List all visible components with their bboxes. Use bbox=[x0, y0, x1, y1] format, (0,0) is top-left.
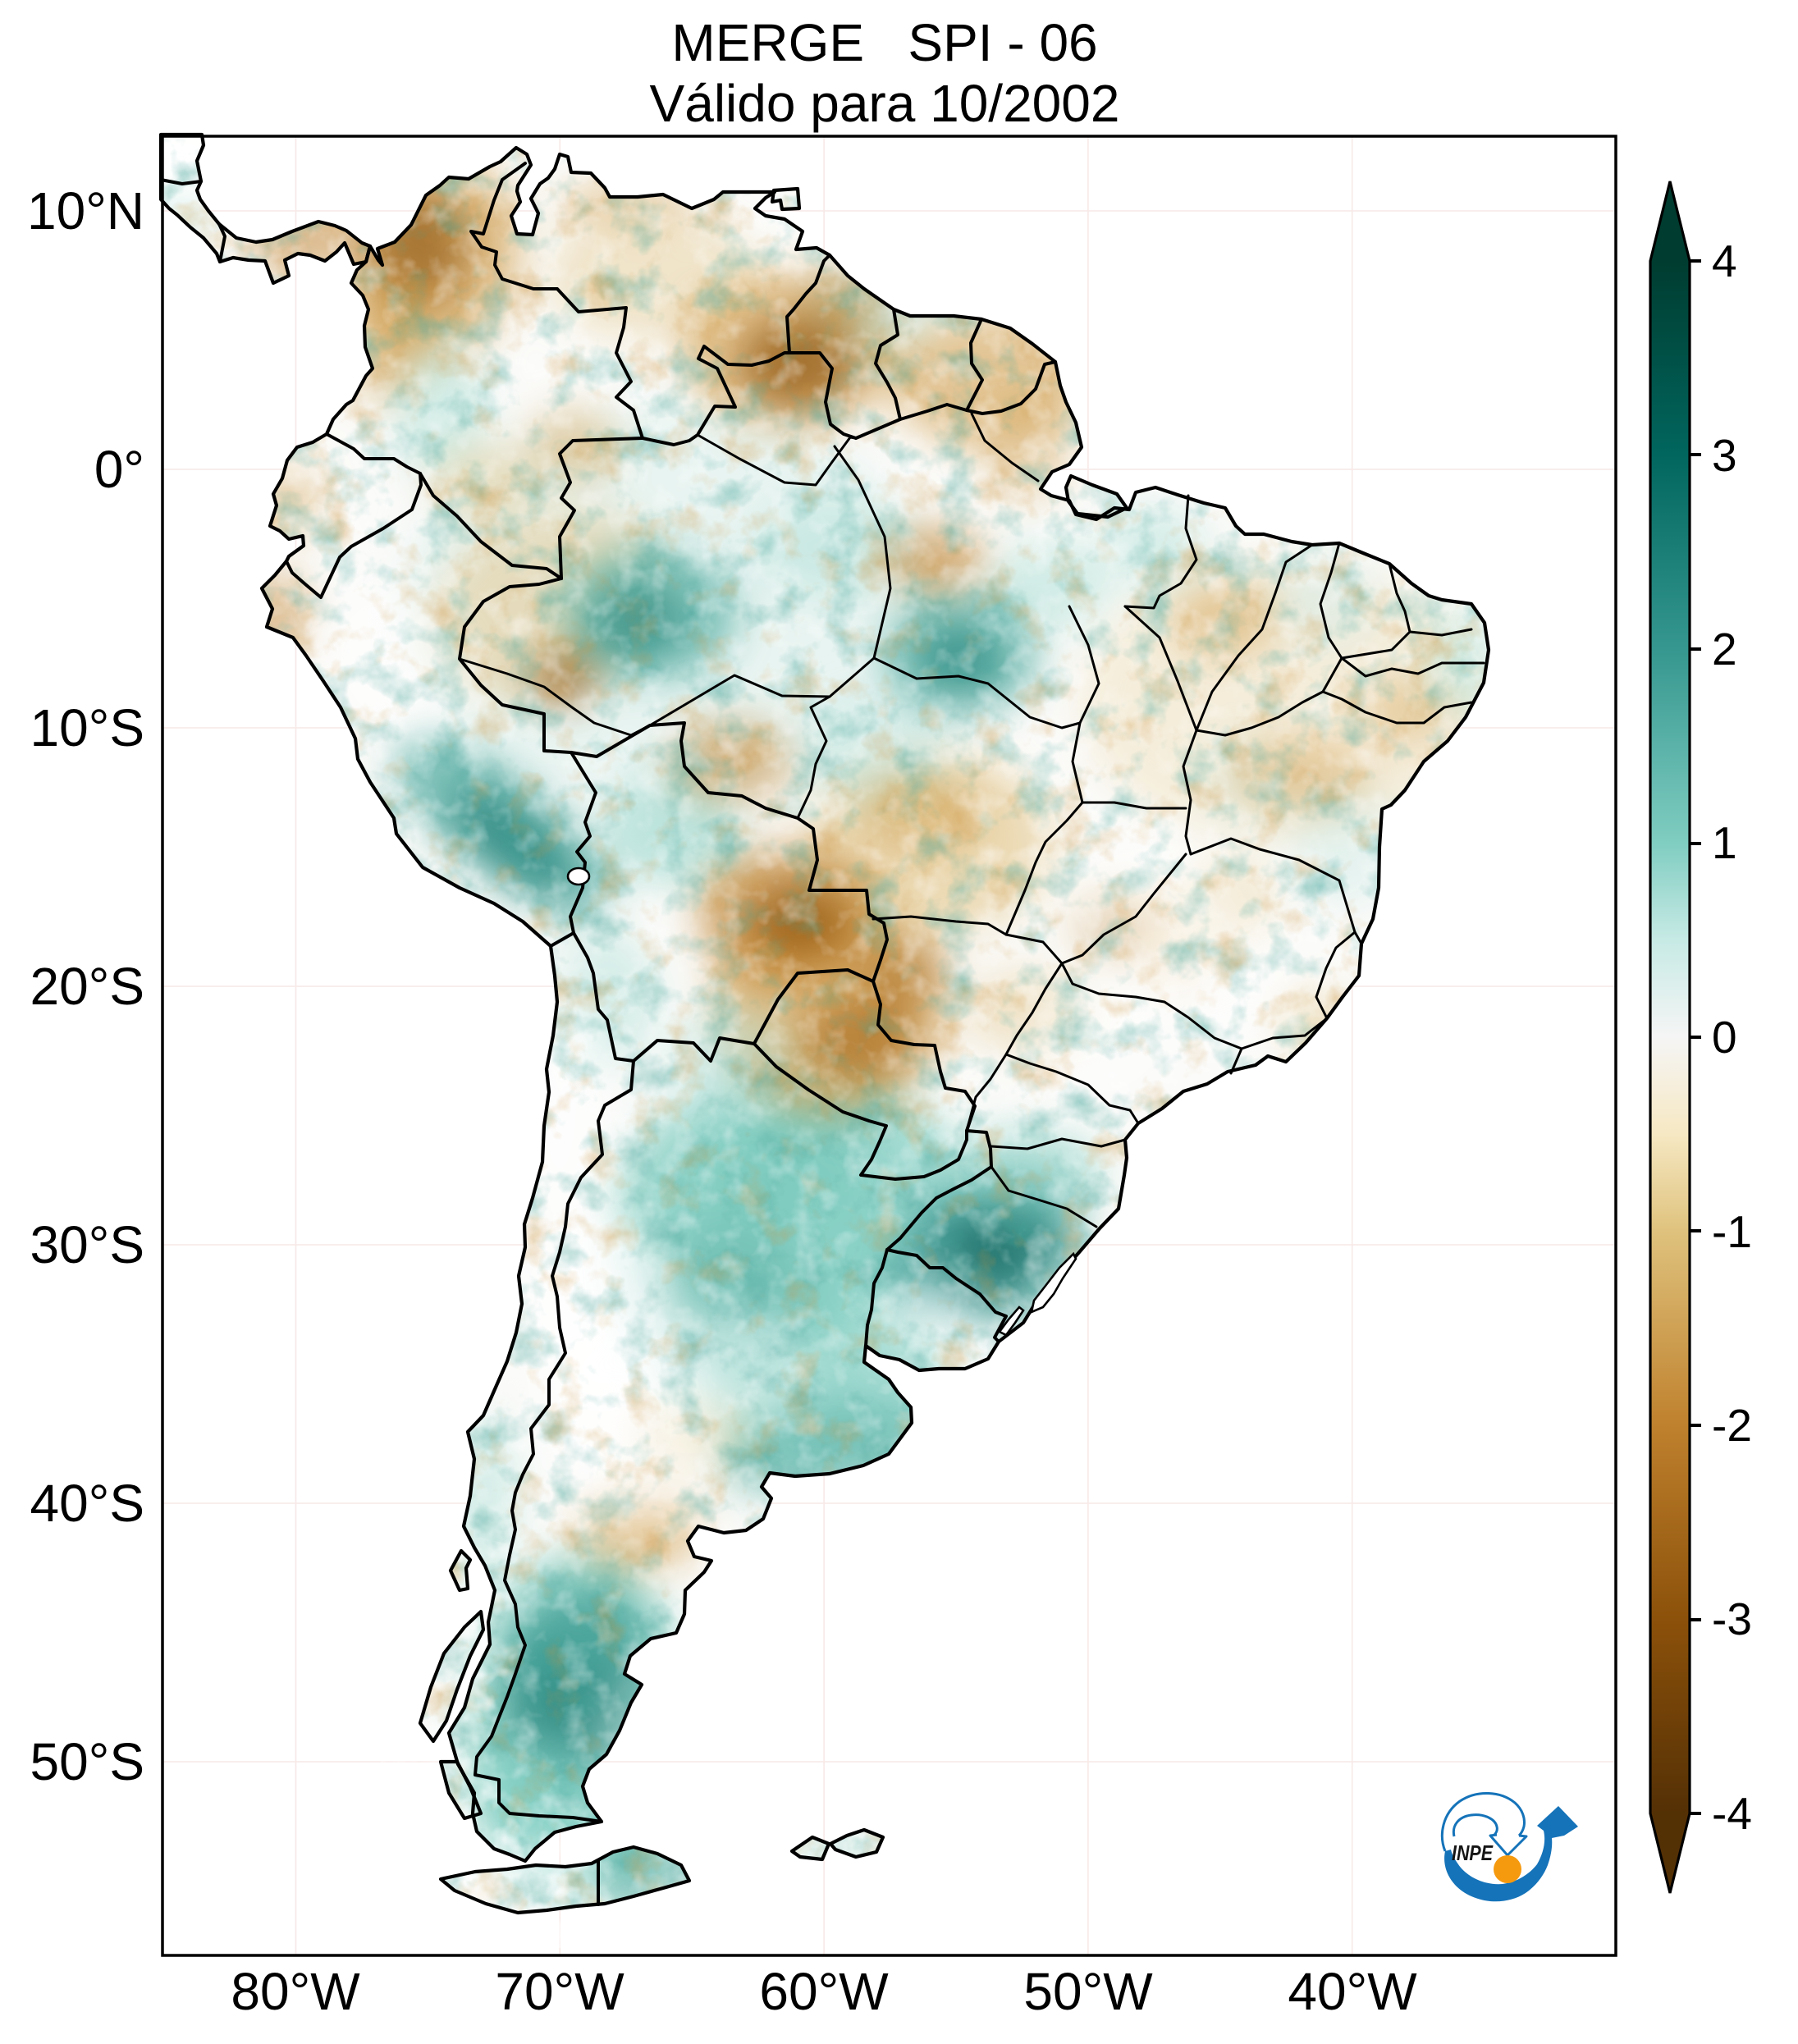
svg-text:1: 1 bbox=[1712, 817, 1737, 868]
svg-text:Válido para 10/2002: Válido para 10/2002 bbox=[650, 74, 1120, 133]
svg-text:10°S: 10°S bbox=[30, 698, 144, 757]
svg-text:INPE: INPE bbox=[1452, 1841, 1494, 1865]
svg-text:-1: -1 bbox=[1712, 1206, 1752, 1257]
svg-text:50°W: 50°W bbox=[1023, 1962, 1153, 2021]
svg-text:MERGE SPI - 06: MERGE SPI - 06 bbox=[671, 13, 1097, 72]
svg-text:2: 2 bbox=[1712, 624, 1737, 674]
svg-text:70°W: 70°W bbox=[495, 1962, 624, 2021]
svg-text:-4: -4 bbox=[1712, 1788, 1752, 1839]
svg-text:0°: 0° bbox=[94, 440, 144, 499]
svg-text:60°W: 60°W bbox=[759, 1962, 889, 2021]
svg-text:10°N: 10°N bbox=[27, 181, 144, 240]
svg-text:20°S: 20°S bbox=[30, 957, 144, 1016]
svg-text:0: 0 bbox=[1712, 1012, 1737, 1063]
svg-text:3: 3 bbox=[1712, 430, 1737, 481]
svg-text:40°S: 40°S bbox=[30, 1474, 144, 1533]
svg-text:4: 4 bbox=[1712, 235, 1737, 286]
svg-text:-2: -2 bbox=[1712, 1400, 1752, 1451]
svg-text:-3: -3 bbox=[1712, 1594, 1752, 1644]
svg-text:50°S: 50°S bbox=[30, 1732, 144, 1791]
svg-text:40°W: 40°W bbox=[1288, 1962, 1417, 2021]
svg-text:30°S: 30°S bbox=[30, 1215, 144, 1274]
svg-text:80°W: 80°W bbox=[231, 1962, 360, 2021]
